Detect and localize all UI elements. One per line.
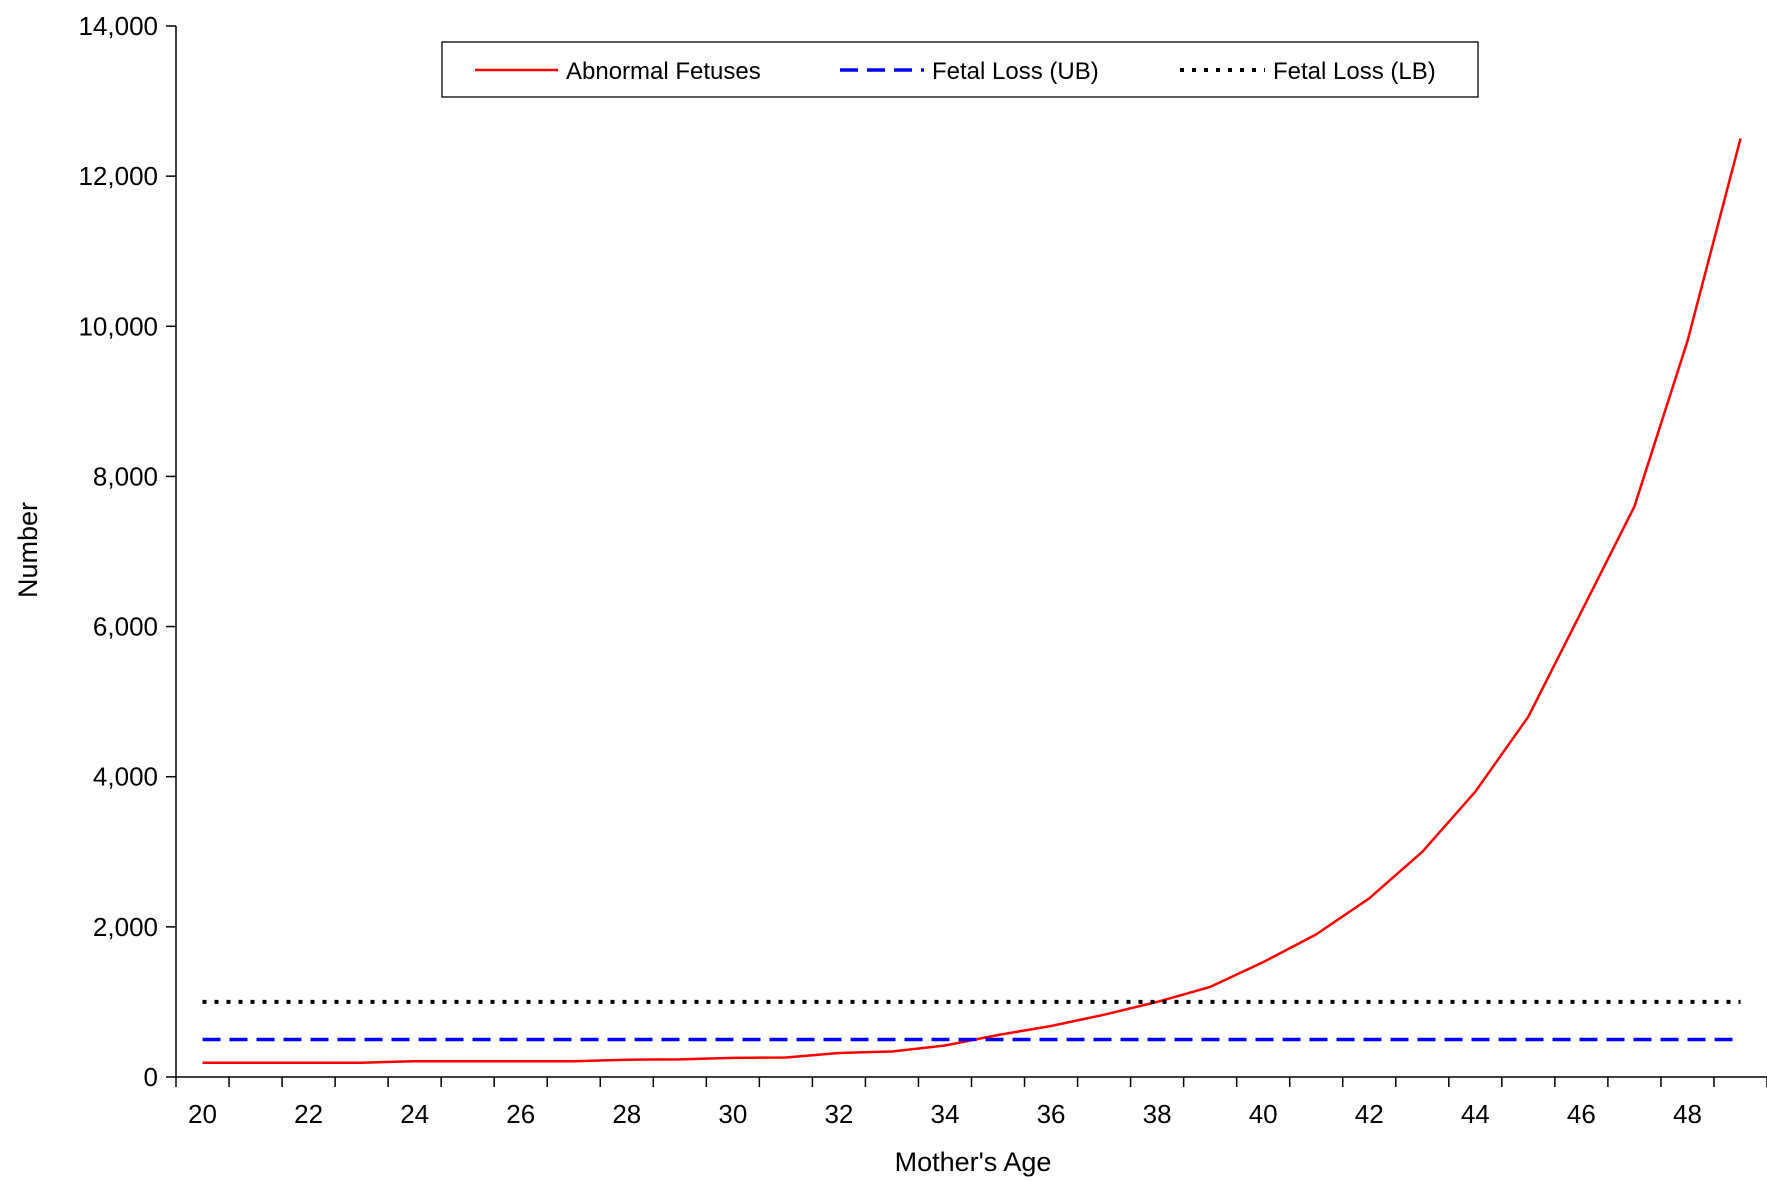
x-tick-label: 20 <box>188 1099 217 1129</box>
x-tick-label: 46 <box>1567 1099 1596 1129</box>
y-tick-label: 6,000 <box>93 612 158 642</box>
legend-label-abnormal-fetuses: Abnormal Fetuses <box>566 58 761 85</box>
x-tick-label: 28 <box>612 1099 641 1129</box>
legend: Abnormal Fetuses Fetal Loss (UB) Fetal L… <box>441 41 1479 98</box>
y-tick-label: 10,000 <box>78 311 158 341</box>
y-tick-label: 8,000 <box>93 461 158 491</box>
x-tick-label: 24 <box>400 1099 429 1129</box>
y-tick-label: 14,000 <box>78 11 158 41</box>
x-tick-label: 38 <box>1143 1099 1172 1129</box>
y-tick-label: 2,000 <box>93 912 158 942</box>
x-axis-title: Mother's Age <box>895 1147 1052 1177</box>
y-ticks: 0 2,000 4,000 6,000 8,000 10,000 12,000 14,000 <box>78 11 176 1092</box>
legend-box <box>441 41 1479 98</box>
x-tick-label: 44 <box>1461 1099 1490 1129</box>
x-tick-label: 22 <box>294 1099 323 1129</box>
x-tick-label: 26 <box>506 1099 535 1129</box>
x-tick-label: 34 <box>931 1099 960 1129</box>
legend-label-fetal-loss-ub: Fetal Loss (UB) <box>932 58 1099 85</box>
x-tick-label: 40 <box>1249 1099 1278 1129</box>
y-tick-label: 0 <box>144 1062 158 1092</box>
legend-label-fetal-loss-lb: Fetal Loss (LB) <box>1273 58 1436 85</box>
axes <box>175 26 1767 1078</box>
y-tick-label: 4,000 <box>93 762 158 792</box>
x-tick-label: 30 <box>718 1099 747 1129</box>
x-tick-label: 32 <box>824 1099 853 1129</box>
series-line-abnormal-fetuses <box>202 138 1742 1064</box>
series-group <box>202 138 1742 1064</box>
x-tick-label: 48 <box>1673 1099 1702 1129</box>
y-tick-label: 12,000 <box>78 161 158 191</box>
y-axis-title: Number <box>13 502 43 598</box>
x-tick-label: 42 <box>1355 1099 1384 1129</box>
x-tick-label: 36 <box>1037 1099 1066 1129</box>
x-ticks: 20 22 24 26 28 30 32 34 36 38 40 42 44 46 48 <box>175 1077 1767 1129</box>
